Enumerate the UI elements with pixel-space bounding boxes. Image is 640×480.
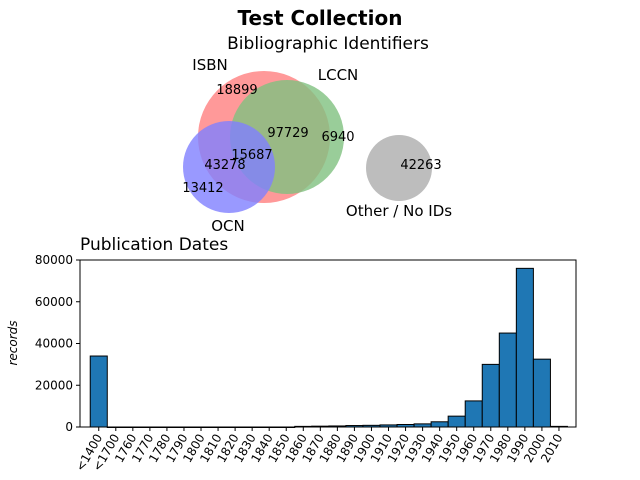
lccn-label: LCCN	[318, 66, 359, 84]
bar-2000	[533, 359, 550, 427]
venn-diagram: Bibliographic Identifiers ISBN LCCN OCN …	[182, 34, 452, 235]
isbn-ocn-count: 43278	[204, 158, 245, 173]
x-axis-ticks: <1400<1700176017701780179018001810182018…	[73, 427, 566, 474]
isbn-lccn-count: 97729	[267, 126, 308, 141]
bar-1970	[482, 364, 499, 427]
y-axis-label: records	[6, 320, 20, 365]
figure-title: Test Collection	[238, 6, 403, 30]
bar-1940	[431, 422, 448, 427]
isbn-label: ISBN	[192, 56, 227, 74]
y-tick-label: 80000	[35, 253, 73, 267]
y-tick-label: 20000	[35, 378, 73, 392]
bar-1950	[448, 416, 465, 427]
bar-<1400	[90, 356, 107, 427]
bar-1980	[499, 333, 516, 427]
ocn-only-count: 13412	[182, 181, 223, 196]
other-label: Other / No IDs	[346, 202, 452, 220]
lccn-only-count: 6940	[321, 130, 354, 145]
venn-title: Bibliographic Identifiers	[227, 34, 429, 54]
publication-dates-chart: Publication Dates records <1400<17001760…	[6, 235, 576, 474]
y-tick-label: 60000	[35, 295, 73, 309]
isbn-only-count: 18899	[216, 83, 257, 98]
bar-chart-title: Publication Dates	[80, 235, 228, 255]
bar-1990	[516, 268, 533, 427]
bars	[90, 268, 567, 427]
ocn-label: OCN	[211, 217, 245, 235]
y-tick-label: 0	[65, 420, 73, 434]
y-tick-label: 40000	[35, 337, 73, 351]
bar-1960	[465, 401, 482, 427]
other-count: 42263	[400, 158, 441, 173]
y-axis-ticks: 0 20000 40000 60000 80000	[35, 253, 80, 434]
